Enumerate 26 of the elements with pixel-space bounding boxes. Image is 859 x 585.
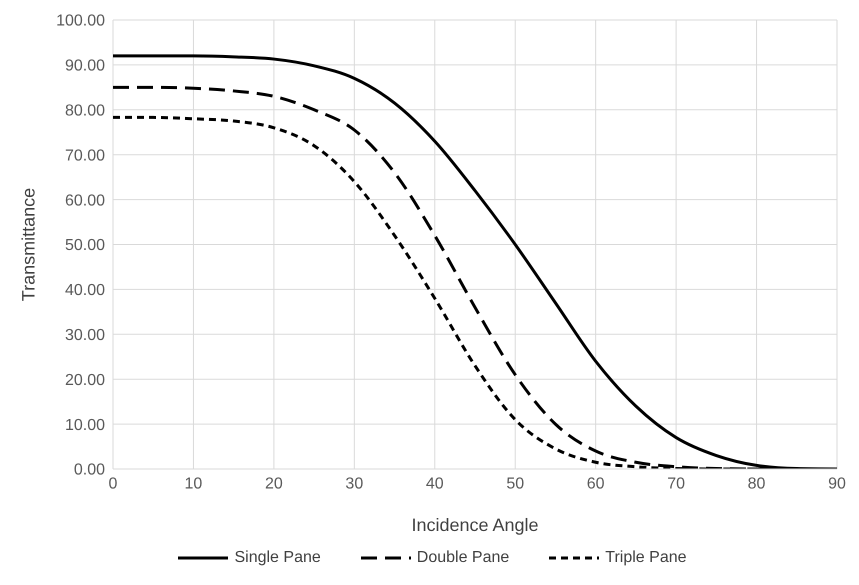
x-tick-label: 70: [667, 475, 686, 492]
y-tick-label: 50.00: [64, 237, 106, 254]
x-tick-label: 20: [264, 475, 283, 492]
x-tick-label: 40: [426, 475, 444, 492]
y-tick-label: 60.00: [64, 192, 106, 210]
legend-label: Single Pane: [234, 549, 321, 567]
x-tick-label: 60: [586, 475, 605, 492]
x-tick-label: 0: [108, 475, 118, 492]
y-axis-title: Transmittance: [18, 188, 38, 302]
x-tick-label: 50: [506, 475, 524, 492]
y-tick-label: 10.00: [64, 416, 106, 434]
y-tick-label: 100.00: [56, 12, 106, 30]
y-tick-label: 40.00: [64, 282, 106, 300]
y-tick-label: 70.00: [64, 147, 106, 164]
x-axis-title: Incidence Angle: [411, 515, 539, 535]
y-tick-label: 90.00: [64, 58, 106, 75]
y-tick-label: 20.00: [64, 372, 106, 389]
x-tick-label: 90: [828, 475, 846, 492]
x-tick-label: 30: [345, 475, 364, 492]
x-tick-label: 80: [748, 475, 766, 492]
y-tick-label: 0.00: [74, 462, 106, 479]
y-tick-label: 80.00: [64, 102, 106, 120]
y-tick-label: 30.00: [64, 326, 106, 344]
legend-label: Double Pane: [416, 549, 510, 567]
legend-label: Triple Pane: [605, 549, 687, 567]
x-tick-label: 10: [184, 475, 202, 492]
